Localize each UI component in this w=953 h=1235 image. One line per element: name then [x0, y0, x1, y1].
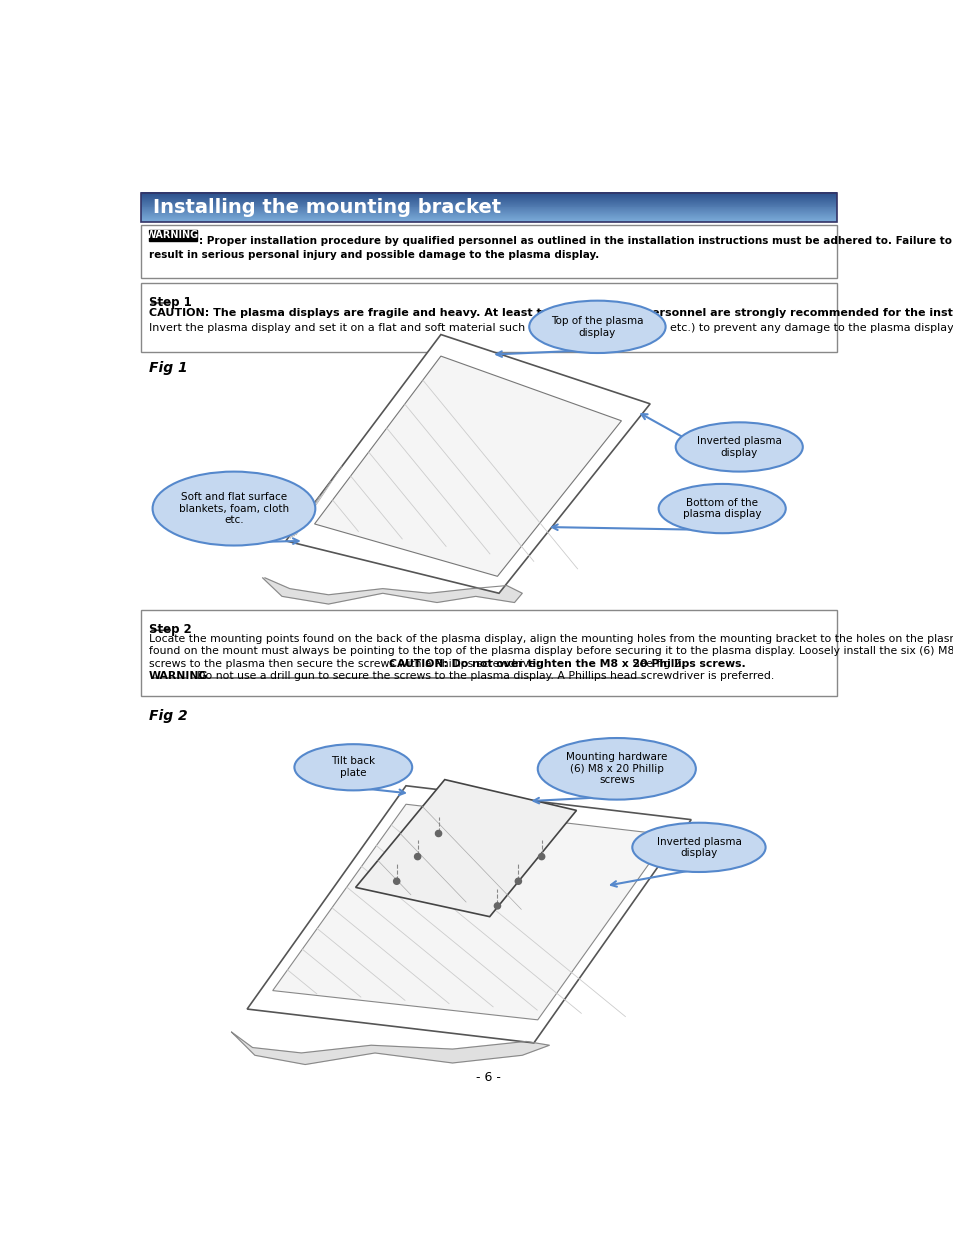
Text: Top of the plasma
display: Top of the plasma display — [551, 316, 643, 337]
Text: found on the mount must always be pointing to the top of the plasma display befo: found on the mount must always be pointi… — [149, 646, 953, 656]
Bar — [141, 205, 836, 206]
Text: See fig 2.: See fig 2. — [629, 658, 683, 668]
Text: Locate the mounting points found on the back of the plasma display, align the mo: Locate the mounting points found on the … — [149, 634, 953, 645]
Bar — [141, 199, 836, 200]
FancyBboxPatch shape — [141, 225, 836, 278]
Ellipse shape — [675, 422, 802, 472]
Circle shape — [415, 853, 420, 860]
Text: CAUTION: The plasma displays are fragile and heavy. At least two (2) qualified p: CAUTION: The plasma displays are fragile… — [149, 308, 953, 317]
Bar — [141, 214, 836, 215]
Text: Mounting hardware
(6) M8 x 20 Phillip
screws: Mounting hardware (6) M8 x 20 Phillip sc… — [565, 752, 667, 785]
Bar — [141, 221, 836, 222]
Text: Inverted plasma
display: Inverted plasma display — [696, 436, 781, 458]
Ellipse shape — [658, 484, 785, 534]
Bar — [141, 196, 836, 198]
Polygon shape — [355, 779, 576, 916]
Text: Bottom of the
plasma display: Bottom of the plasma display — [682, 498, 760, 520]
Polygon shape — [314, 356, 620, 577]
Polygon shape — [247, 785, 691, 1042]
Text: Fig 1: Fig 1 — [149, 361, 187, 374]
Bar — [141, 207, 836, 209]
Ellipse shape — [294, 745, 412, 790]
Bar — [141, 206, 836, 207]
Bar — [141, 204, 836, 205]
Ellipse shape — [537, 739, 695, 799]
Bar — [141, 209, 836, 210]
FancyBboxPatch shape — [141, 283, 836, 352]
Bar — [141, 195, 836, 196]
Bar — [141, 219, 836, 220]
Circle shape — [394, 878, 399, 884]
Bar — [141, 210, 836, 211]
Bar — [141, 207, 836, 210]
Bar — [141, 193, 836, 194]
Circle shape — [435, 830, 441, 836]
Bar — [141, 203, 836, 204]
Text: WARNING: WARNING — [146, 230, 199, 241]
Polygon shape — [262, 578, 521, 604]
Polygon shape — [273, 804, 669, 1020]
FancyBboxPatch shape — [141, 610, 836, 697]
Bar — [141, 199, 836, 200]
Bar — [141, 212, 836, 215]
Text: CAUTION: Do not over tighten the M8 x 20 Phillips screws.: CAUTION: Do not over tighten the M8 x 20… — [389, 658, 745, 668]
Text: Inverted plasma
display: Inverted plasma display — [656, 836, 740, 858]
Ellipse shape — [152, 472, 315, 546]
Bar — [141, 211, 836, 212]
Text: : Do not use a drill gun to secure the screws to the plasma display. A Phillips : : Do not use a drill gun to secure the s… — [190, 671, 773, 680]
Bar — [141, 217, 836, 219]
Bar — [141, 220, 836, 221]
Bar — [141, 194, 836, 195]
Bar — [141, 201, 836, 203]
Polygon shape — [286, 335, 649, 593]
Ellipse shape — [529, 300, 665, 353]
Text: - 6 -: - 6 - — [476, 1071, 501, 1084]
Bar — [141, 212, 836, 214]
Text: Soft and flat surface
blankets, foam, cloth
etc.: Soft and flat surface blankets, foam, cl… — [179, 492, 289, 525]
Text: Step 1: Step 1 — [149, 296, 192, 309]
Text: WARNING: WARNING — [149, 671, 208, 680]
Text: Installing the mounting bracket: Installing the mounting bracket — [153, 198, 501, 217]
Bar — [149, 230, 196, 241]
Circle shape — [515, 878, 521, 884]
Text: Invert the plasma display and set it on a flat and soft material such as (blanke: Invert the plasma display and set it on … — [149, 324, 953, 333]
Bar — [141, 204, 836, 205]
Text: : Proper installation procedure by qualified personnel as outlined in the instal: : Proper installation procedure by quali… — [199, 236, 953, 246]
Circle shape — [494, 903, 500, 909]
Text: Tilt back
plate: Tilt back plate — [331, 757, 375, 778]
Text: result in serious personal injury and possible damage to the plasma display.: result in serious personal injury and po… — [149, 249, 598, 259]
Text: Step 2: Step 2 — [149, 624, 192, 636]
Bar — [141, 194, 836, 196]
Text: Fig 2: Fig 2 — [149, 709, 187, 722]
Text: screws to the plasma then secure the screws with a Phillips screwdriver: screws to the plasma then secure the scr… — [149, 658, 543, 668]
Circle shape — [537, 853, 544, 860]
Bar — [141, 198, 836, 199]
Bar — [141, 215, 836, 216]
Ellipse shape — [632, 823, 765, 872]
Bar — [141, 217, 836, 219]
Bar — [141, 200, 836, 201]
Bar — [141, 216, 836, 217]
Polygon shape — [232, 1032, 549, 1065]
